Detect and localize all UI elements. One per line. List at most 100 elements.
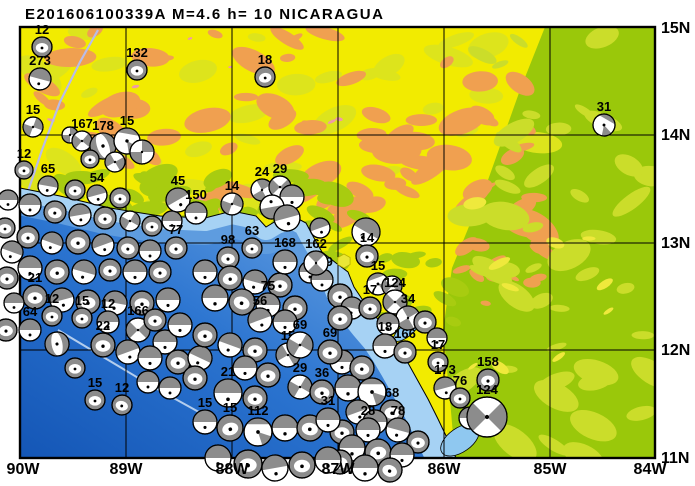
beachball (136, 370, 160, 394)
beachball-label: 78 (391, 403, 405, 418)
beachball (351, 217, 381, 247)
beachball (22, 116, 44, 138)
beachball (192, 259, 218, 285)
beachball (37, 175, 59, 197)
beachball (129, 139, 155, 165)
beachball (49, 287, 75, 313)
beachball (16, 225, 40, 249)
beachball (126, 59, 148, 81)
beachball-label: 21 (28, 270, 42, 285)
beachball (426, 327, 448, 349)
beachball-label: 64 (23, 304, 38, 319)
beachball-label: 15 (26, 102, 40, 117)
beachball (0, 189, 19, 211)
beachball-label: 150 (185, 187, 207, 202)
beachball-label: 22 (96, 318, 110, 333)
beachball (0, 240, 24, 264)
beachball (243, 417, 273, 447)
beachball-label: 45 (171, 173, 185, 188)
focal-mechanisms: 12 273 15 132 18 31 167 178 15 12 65 54 77 21 64 12 15 12… (0, 22, 616, 483)
beachball (314, 446, 342, 474)
x-tick-label: 86W (428, 461, 462, 478)
beachball-label: 124 (384, 275, 406, 290)
beachball (241, 237, 263, 259)
beachball (155, 287, 181, 313)
beachball (96, 310, 120, 334)
beachball-label: 36 (315, 365, 329, 380)
beachball-label: 112 (248, 403, 269, 418)
x-tick-label: 85W (534, 461, 568, 478)
beachball (466, 396, 508, 438)
beachball (122, 259, 148, 285)
beachball-label: 132 (126, 45, 148, 60)
beachball (165, 187, 191, 213)
beachball (167, 312, 193, 338)
beachball (413, 310, 437, 334)
beachball (309, 217, 331, 239)
beachball (357, 377, 387, 407)
beachball (272, 249, 298, 275)
beachball (98, 258, 122, 282)
beachball-label: 28 (361, 403, 375, 418)
beachball (28, 67, 52, 91)
beachball (187, 345, 213, 371)
beachball (233, 449, 263, 479)
beachball (201, 284, 229, 312)
beachball (220, 192, 244, 216)
beachball-label: 69 (323, 325, 337, 340)
beachball (148, 260, 172, 284)
beachball (64, 357, 86, 379)
beachball (93, 206, 117, 230)
x-tick-label: 84W (634, 461, 668, 478)
y-tick-label: 15N (661, 20, 690, 37)
beachball-label: 56 (253, 293, 267, 308)
beachball (158, 376, 182, 400)
beachball (216, 246, 240, 270)
beachball (228, 288, 256, 316)
beachball (217, 265, 243, 291)
beachball (68, 203, 92, 227)
beachball (164, 236, 188, 260)
beachball-label: 15 (120, 113, 134, 128)
beachball (111, 394, 133, 416)
beachball (41, 305, 63, 327)
beachball-label: 166 (127, 303, 149, 318)
beachball (71, 130, 93, 152)
beachball (64, 179, 86, 201)
beachball (355, 244, 379, 268)
beachball-label: 124 (476, 382, 498, 397)
beachball-label: 21 (221, 364, 235, 379)
beachball (43, 200, 67, 224)
beachball-label: 168 (274, 235, 296, 250)
beachball (91, 233, 115, 257)
beachball-label: 14 (360, 230, 375, 245)
beachball-label: 167 (71, 116, 93, 131)
beachball (192, 322, 218, 348)
beachball (137, 345, 163, 371)
beachball-label: 15 (75, 293, 89, 308)
map-title: E201606100339A M=4.6 h= 10 NICARAGUA (25, 6, 384, 23)
beachball-label: 12 (35, 22, 49, 37)
beachball (254, 66, 276, 88)
beachball-label: 75 (261, 278, 275, 293)
beachball (84, 389, 106, 411)
beachball (182, 365, 208, 391)
y-tick-label: 13N (661, 235, 690, 252)
beachball (286, 331, 314, 359)
beachball-label: 29 (293, 360, 307, 375)
beachball-label: 173 (434, 362, 456, 377)
beachball (271, 414, 299, 442)
beachball-label: 158 (477, 354, 499, 369)
beachball-label: 162 (305, 236, 327, 251)
y-tick-label: 12N (661, 342, 690, 359)
beachball (116, 236, 140, 260)
x-tick-label: 89W (110, 461, 144, 478)
beachball-label: 178 (92, 118, 114, 133)
event-location-marker (337, 253, 351, 269)
beachball-label: 273 (29, 53, 51, 68)
beachball (592, 113, 616, 137)
beachball (138, 239, 162, 263)
beachball-label: 17 (431, 337, 445, 352)
beachball (334, 374, 362, 402)
